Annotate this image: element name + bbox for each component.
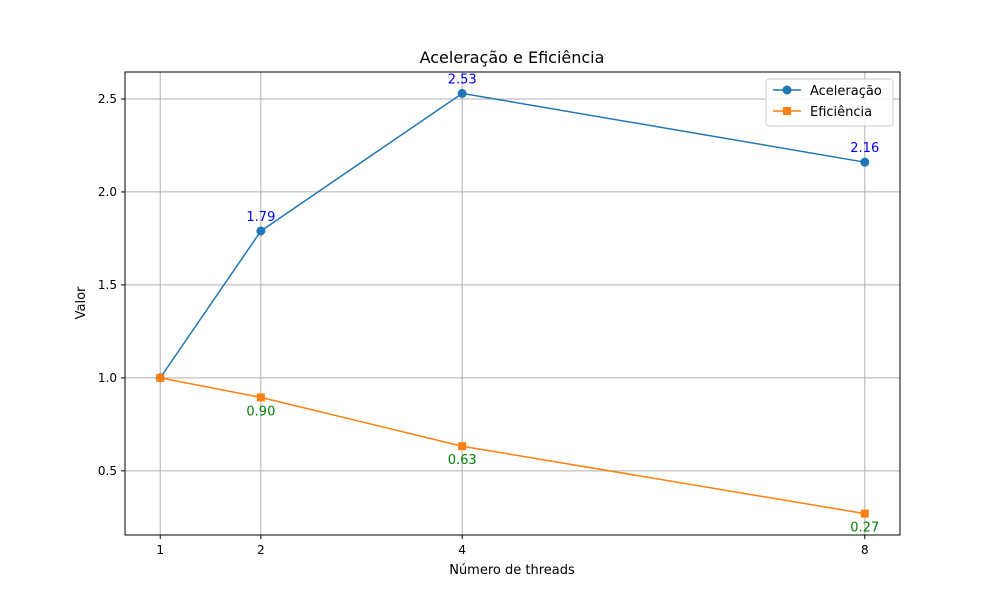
- data-label-aceleracao: 2.16: [850, 141, 879, 156]
- series-line-eficiencia: [160, 377, 865, 515]
- data-point-eficiencia: [156, 373, 165, 382]
- x-tick-label: 8: [861, 543, 869, 557]
- data-point-aceleracao: [457, 88, 467, 98]
- legend-marker-aceleracao: [782, 85, 792, 95]
- data-point-aceleracao: [860, 157, 870, 167]
- x-tick-label: 2: [257, 543, 265, 557]
- legend-marker-eficiencia: [783, 107, 791, 115]
- data-label-eficiencia: 0.90: [246, 404, 275, 419]
- y-tick-label: 1.5: [98, 278, 117, 292]
- y-tick-label: 0.5: [98, 464, 117, 478]
- data-point-eficiencia: [256, 393, 265, 402]
- y-axis-label: Valor: [74, 286, 89, 319]
- legend: Aceleração Eficiência: [765, 78, 894, 127]
- legend-label-eficiencia: Eficiência: [810, 105, 872, 120]
- y-axis-ticks: 0.5 1.0 1.5 2.0 2.5: [98, 92, 125, 478]
- data-label-aceleracao: 2.53: [448, 72, 477, 87]
- y-tick-label: 2.5: [98, 92, 117, 106]
- chart-title: Aceleração e Eficiência: [420, 48, 605, 67]
- series-line-aceleracao: [159, 92, 865, 379]
- data-labels: 1.79 2.53 2.16 0.90 0.63 0.27: [246, 72, 879, 535]
- data-label-aceleracao: 1.79: [246, 210, 275, 225]
- series-layer: [155, 88, 870, 518]
- data-label-eficiencia: 0.63: [448, 453, 477, 468]
- data-label-eficiencia: 0.27: [850, 521, 879, 536]
- plot-area-frame: [124, 71, 901, 536]
- x-tick-label: 4: [458, 543, 466, 557]
- data-point-eficiencia: [860, 509, 869, 518]
- data-point-aceleracao: [256, 226, 266, 236]
- legend-label-aceleracao: Aceleração: [810, 84, 882, 99]
- x-axis-label: Número de threads: [449, 563, 575, 578]
- x-tick-label: 1: [156, 543, 164, 557]
- x-axis-ticks: 1 2 4 8: [156, 535, 869, 557]
- data-point-eficiencia: [458, 442, 467, 451]
- y-tick-label: 2.0: [98, 185, 117, 199]
- grid: [125, 72, 900, 535]
- y-tick-label: 1.0: [98, 371, 117, 385]
